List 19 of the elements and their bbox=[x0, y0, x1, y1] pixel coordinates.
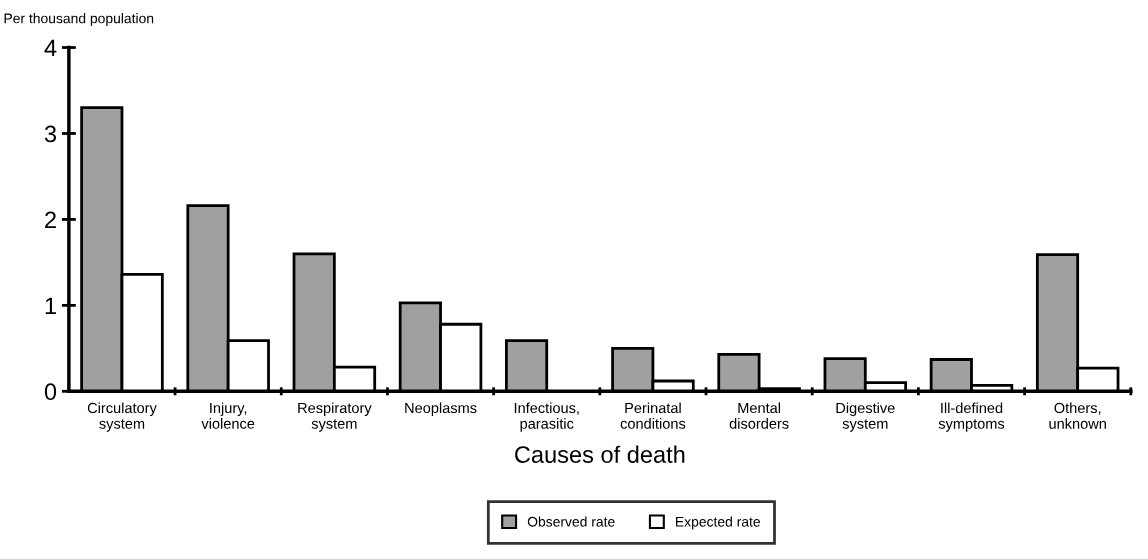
y-tick-label: 3 bbox=[44, 125, 57, 143]
x-tick-label: Circulatory system bbox=[87, 402, 157, 432]
x-axis-title: Causes of death bbox=[515, 445, 685, 463]
x-tick-label: Digestive system bbox=[836, 402, 895, 432]
y-tick-label: 0 bbox=[44, 383, 57, 401]
y-tick-label: 4 bbox=[44, 39, 57, 57]
y-tick-label: 1 bbox=[45, 297, 56, 314]
legend-label: Expected rate bbox=[676, 516, 760, 530]
y-tick-label: 2 bbox=[45, 211, 56, 228]
x-tick-label: Respiratory system bbox=[298, 402, 372, 432]
x-tick-label: Others, unknown bbox=[1049, 402, 1106, 429]
x-tick-label: Neoplasms bbox=[405, 402, 477, 417]
x-tick-label: Perinatal conditions bbox=[620, 402, 686, 429]
x-tick-label: Infectious, parasitic bbox=[514, 402, 579, 432]
y-axis-title: Per thousand population bbox=[4, 13, 154, 27]
x-tick-label: Injury, violence bbox=[201, 402, 255, 429]
x-tick-label: Ill-defined symptoms bbox=[938, 402, 1005, 432]
legend-label: Observed rate bbox=[527, 516, 615, 527]
x-tick-label: Mental disorders bbox=[729, 402, 789, 429]
